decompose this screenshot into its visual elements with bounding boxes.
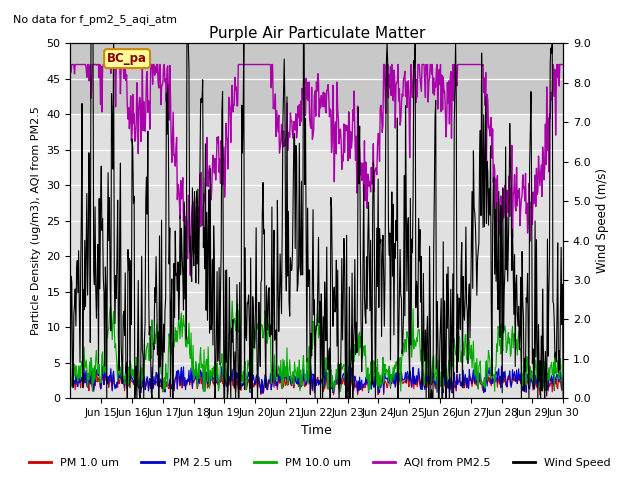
PM 2.5 um — [137, 390, 145, 396]
PM 2.5 um — [76, 379, 83, 385]
Bar — [70, 43, 563, 114]
PM 1.0 um — [76, 380, 83, 385]
Wind Speed — [559, 396, 567, 401]
PM 1.0 um — [202, 374, 210, 380]
PM 10.0 um — [76, 375, 83, 381]
PM 1.0 um — [126, 375, 134, 381]
PM 10.0 um — [378, 377, 385, 383]
Title: Purple Air Particulate Matter: Purple Air Particulate Matter — [209, 25, 425, 41]
PM 2.5 um — [392, 370, 400, 375]
PM 1.0 um — [330, 392, 337, 398]
AQI from PM2.5 — [378, 111, 385, 117]
Y-axis label: Particle Density (ug/m3), AQI from PM2.5: Particle Density (ug/m3), AQI from PM2.5 — [31, 107, 41, 335]
PM 2.5 um — [177, 369, 184, 375]
AQI from PM2.5 — [204, 172, 211, 178]
AQI from PM2.5 — [67, 71, 74, 77]
AQI from PM2.5 — [76, 61, 84, 67]
PM 2.5 um — [67, 375, 74, 381]
PM 1.0 um — [283, 366, 291, 372]
Bar — [70, 114, 563, 398]
AQI from PM2.5 — [177, 178, 184, 183]
Line: PM 1.0 um: PM 1.0 um — [70, 369, 563, 395]
AQI from PM2.5 — [559, 61, 567, 67]
PM 10.0 um — [392, 359, 400, 365]
PM 10.0 um — [127, 360, 134, 366]
Line: PM 10.0 um: PM 10.0 um — [70, 301, 563, 391]
Wind Speed — [177, 272, 184, 278]
PM 1.0 um — [67, 372, 74, 378]
Wind Speed — [87, 40, 95, 46]
PM 1.0 um — [378, 383, 385, 388]
Wind Speed — [203, 210, 211, 216]
AQI from PM2.5 — [127, 93, 134, 99]
PM 10.0 um — [67, 382, 74, 387]
PM 10.0 um — [88, 388, 96, 394]
Line: Wind Speed: Wind Speed — [70, 43, 563, 398]
PM 10.0 um — [203, 356, 211, 362]
PM 10.0 um — [228, 298, 236, 304]
PM 2.5 um — [203, 374, 211, 380]
Y-axis label: Wind Speed (m/s): Wind Speed (m/s) — [596, 168, 609, 273]
PM 1.0 um — [392, 374, 400, 380]
PM 2.5 um — [126, 374, 134, 380]
Wind Speed — [76, 303, 83, 309]
Legend: PM 1.0 um, PM 2.5 um, PM 10.0 um, AQI from PM2.5, Wind Speed: PM 1.0 um, PM 2.5 um, PM 10.0 um, AQI fr… — [25, 453, 615, 472]
PM 1.0 um — [559, 376, 567, 382]
Wind Speed — [67, 396, 74, 401]
Wind Speed — [127, 258, 134, 264]
Text: No data for f_pm2_5_aqi_atm: No data for f_pm2_5_aqi_atm — [13, 14, 177, 25]
PM 2.5 um — [307, 356, 314, 361]
AQI from PM2.5 — [186, 273, 194, 278]
AQI from PM2.5 — [392, 82, 400, 88]
Text: BC_pa: BC_pa — [107, 52, 147, 65]
PM 10.0 um — [177, 316, 184, 322]
PM 2.5 um — [559, 374, 567, 380]
Line: PM 2.5 um: PM 2.5 um — [70, 359, 563, 393]
Line: AQI from PM2.5: AQI from PM2.5 — [70, 64, 563, 276]
Wind Speed — [377, 237, 385, 242]
Wind Speed — [392, 255, 399, 261]
PM 10.0 um — [559, 372, 567, 378]
X-axis label: Time: Time — [301, 424, 332, 437]
PM 2.5 um — [378, 377, 385, 383]
AQI from PM2.5 — [68, 61, 76, 67]
PM 1.0 um — [176, 383, 184, 389]
